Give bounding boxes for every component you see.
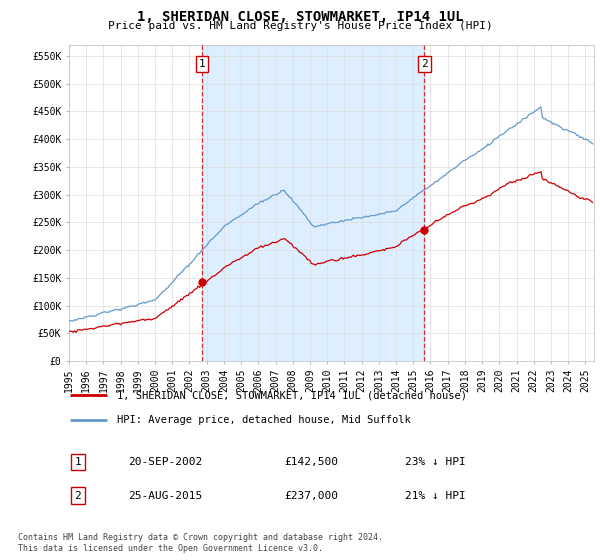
Text: £237,000: £237,000 xyxy=(284,491,338,501)
Text: 2: 2 xyxy=(74,491,81,501)
Text: 2: 2 xyxy=(421,59,428,69)
Text: HPI: Average price, detached house, Mid Suffolk: HPI: Average price, detached house, Mid … xyxy=(118,414,411,424)
Text: 21% ↓ HPI: 21% ↓ HPI xyxy=(404,491,465,501)
Text: 20-SEP-2002: 20-SEP-2002 xyxy=(128,457,202,467)
Text: 25-AUG-2015: 25-AUG-2015 xyxy=(128,491,202,501)
Text: Price paid vs. HM Land Registry's House Price Index (HPI): Price paid vs. HM Land Registry's House … xyxy=(107,21,493,31)
Text: 1, SHERIDAN CLOSE, STOWMARKET, IP14 1UL: 1, SHERIDAN CLOSE, STOWMARKET, IP14 1UL xyxy=(137,10,463,24)
Text: 23% ↓ HPI: 23% ↓ HPI xyxy=(404,457,465,467)
Bar xyxy=(202,45,424,361)
Text: 1: 1 xyxy=(199,59,205,69)
Text: Contains HM Land Registry data © Crown copyright and database right 2024.
This d: Contains HM Land Registry data © Crown c… xyxy=(18,533,383,553)
Text: 1, SHERIDAN CLOSE, STOWMARKET, IP14 1UL (detached house): 1, SHERIDAN CLOSE, STOWMARKET, IP14 1UL … xyxy=(118,390,467,400)
Text: £142,500: £142,500 xyxy=(284,457,338,467)
Text: 1: 1 xyxy=(74,457,81,467)
